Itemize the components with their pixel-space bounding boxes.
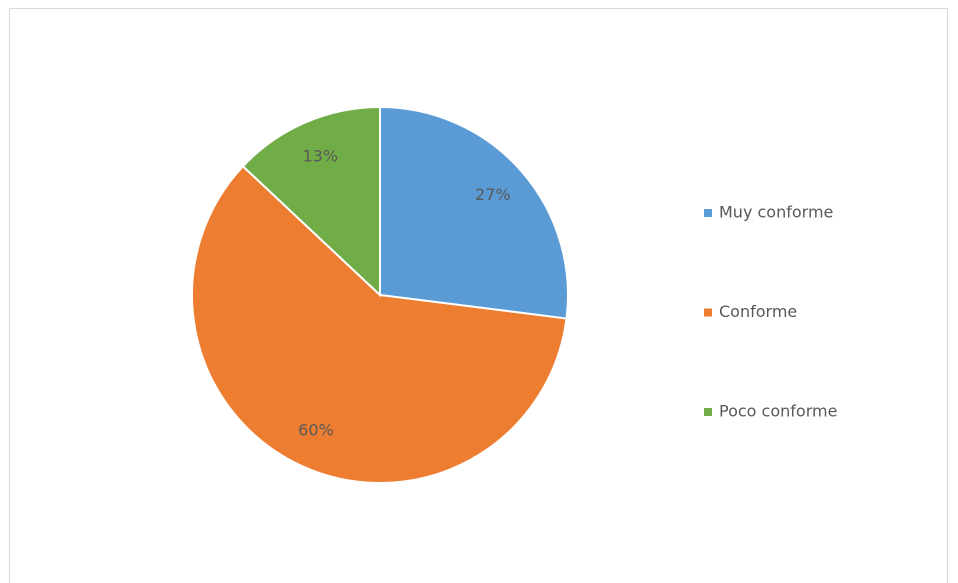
data-label: 60% [298, 421, 334, 440]
legend-marker [704, 209, 712, 217]
legend-label: Conforme [719, 302, 797, 321]
pie-slice [379, 105, 569, 320]
data-label: 27% [475, 185, 511, 204]
pie-slice [241, 105, 381, 298]
legend-marker [704, 408, 712, 416]
legend-marker [704, 308, 712, 317]
legend-label: Muy conforme [719, 203, 833, 222]
legend-label: Poco conforme [719, 402, 837, 421]
data-label: 13% [302, 146, 338, 165]
pie-slice [191, 164, 568, 484]
